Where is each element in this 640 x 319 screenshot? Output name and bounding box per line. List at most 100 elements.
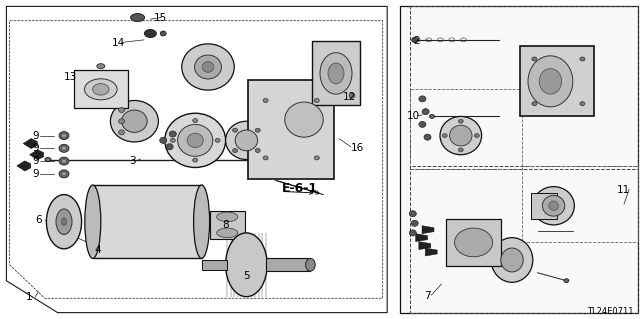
Polygon shape: [29, 150, 44, 160]
Ellipse shape: [118, 119, 125, 124]
Bar: [531, 193, 557, 219]
Ellipse shape: [454, 228, 493, 257]
Ellipse shape: [263, 156, 268, 160]
Ellipse shape: [580, 102, 585, 106]
Ellipse shape: [166, 144, 173, 150]
Ellipse shape: [255, 149, 260, 152]
Ellipse shape: [474, 134, 479, 137]
Ellipse shape: [226, 121, 268, 160]
Ellipse shape: [442, 134, 447, 137]
Ellipse shape: [61, 159, 67, 163]
Ellipse shape: [56, 209, 72, 234]
Ellipse shape: [195, 55, 221, 79]
Ellipse shape: [564, 279, 569, 283]
Text: 2: 2: [413, 36, 419, 47]
Text: E-6-1: E-6-1: [282, 182, 317, 195]
Polygon shape: [419, 241, 431, 250]
Polygon shape: [17, 161, 31, 171]
Ellipse shape: [111, 100, 159, 142]
Bar: [410, 166, 638, 313]
Ellipse shape: [328, 63, 344, 84]
Ellipse shape: [46, 195, 82, 249]
Bar: [410, 6, 638, 169]
Polygon shape: [415, 234, 428, 242]
Ellipse shape: [232, 128, 237, 132]
Ellipse shape: [131, 13, 145, 22]
Ellipse shape: [61, 146, 67, 150]
Bar: [210, 211, 244, 239]
Text: 4: 4: [95, 245, 101, 256]
Ellipse shape: [543, 195, 565, 216]
Ellipse shape: [202, 62, 214, 72]
Text: 3: 3: [129, 156, 136, 166]
Bar: [400, 6, 638, 313]
Ellipse shape: [84, 185, 101, 258]
Text: 11: 11: [617, 185, 630, 195]
Ellipse shape: [178, 124, 212, 156]
Ellipse shape: [458, 119, 463, 123]
Ellipse shape: [410, 230, 416, 236]
Ellipse shape: [118, 130, 125, 135]
Bar: [74, 70, 128, 108]
Ellipse shape: [314, 156, 319, 160]
Ellipse shape: [412, 37, 418, 42]
Ellipse shape: [449, 125, 472, 146]
Ellipse shape: [215, 138, 220, 142]
Bar: [93, 185, 202, 258]
Ellipse shape: [419, 96, 426, 102]
Ellipse shape: [528, 56, 573, 107]
Ellipse shape: [349, 93, 355, 98]
Ellipse shape: [59, 157, 69, 165]
Ellipse shape: [424, 134, 431, 140]
Bar: [202, 260, 227, 270]
Bar: [266, 258, 310, 271]
Ellipse shape: [255, 128, 260, 132]
Ellipse shape: [533, 187, 575, 225]
Ellipse shape: [440, 116, 481, 155]
Text: 14: 14: [112, 38, 125, 48]
Ellipse shape: [226, 233, 268, 297]
Ellipse shape: [216, 228, 238, 238]
Ellipse shape: [118, 108, 125, 113]
Text: 12: 12: [342, 92, 356, 102]
Ellipse shape: [305, 258, 315, 271]
Ellipse shape: [45, 158, 51, 161]
Ellipse shape: [59, 144, 69, 152]
Ellipse shape: [93, 84, 109, 95]
Ellipse shape: [122, 110, 147, 132]
Ellipse shape: [419, 122, 426, 127]
Text: 16: 16: [351, 143, 364, 153]
Text: 5: 5: [243, 271, 250, 281]
Ellipse shape: [170, 138, 175, 142]
Ellipse shape: [160, 137, 166, 143]
Ellipse shape: [97, 64, 105, 69]
Ellipse shape: [285, 102, 323, 137]
Ellipse shape: [187, 133, 204, 147]
Polygon shape: [23, 138, 37, 149]
Ellipse shape: [539, 69, 562, 94]
Text: 10: 10: [406, 111, 420, 122]
Ellipse shape: [492, 238, 532, 282]
Text: 9: 9: [32, 169, 38, 179]
Ellipse shape: [412, 220, 418, 226]
Bar: [522, 166, 638, 242]
Bar: [410, 89, 522, 169]
Ellipse shape: [232, 149, 237, 152]
Ellipse shape: [429, 115, 435, 118]
Bar: [447, 219, 501, 266]
Ellipse shape: [216, 212, 238, 222]
Ellipse shape: [532, 57, 537, 61]
Ellipse shape: [194, 185, 210, 258]
Text: 9: 9: [32, 156, 38, 166]
Ellipse shape: [61, 218, 67, 226]
Ellipse shape: [160, 31, 166, 36]
Ellipse shape: [458, 148, 463, 152]
Bar: [312, 41, 360, 105]
Text: 13: 13: [64, 71, 77, 82]
Bar: [520, 46, 593, 116]
Ellipse shape: [193, 119, 198, 122]
Text: 8: 8: [223, 220, 229, 230]
Ellipse shape: [165, 113, 226, 167]
Ellipse shape: [59, 131, 69, 140]
Ellipse shape: [320, 53, 352, 94]
